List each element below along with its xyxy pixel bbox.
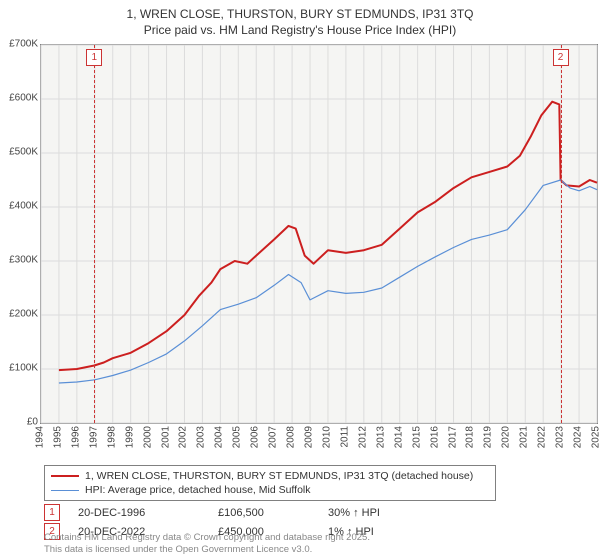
x-tick-label: 2010 xyxy=(321,426,332,448)
sale-pct-1: 30% ↑ HPI xyxy=(328,507,448,519)
x-tick-label: 1996 xyxy=(70,426,81,448)
x-tick-label: 2003 xyxy=(196,426,207,448)
y-tick-label: £100K xyxy=(2,363,38,374)
x-tick-label: 1997 xyxy=(88,426,99,448)
x-tick-label: 2004 xyxy=(214,426,225,448)
series-lines xyxy=(41,45,597,423)
footer-line-1: Contains HM Land Registry data © Crown c… xyxy=(44,532,370,544)
legend-label-property: 1, WREN CLOSE, THURSTON, BURY ST EDMUNDS… xyxy=(85,470,473,482)
x-tick-label: 2015 xyxy=(411,426,422,448)
x-tick-label: 2025 xyxy=(591,426,600,448)
x-tick-label: 1994 xyxy=(35,426,46,448)
y-tick-label: £500K xyxy=(2,147,38,158)
x-tick-label: 2012 xyxy=(357,426,368,448)
x-tick-label: 2009 xyxy=(304,426,315,448)
legend-row-hpi: HPI: Average price, detached house, Mid … xyxy=(51,483,489,497)
sale-price-1: £106,500 xyxy=(218,507,328,519)
x-tick-label: 2000 xyxy=(142,426,153,448)
y-tick-label: £0 xyxy=(2,417,38,428)
legend-label-hpi: HPI: Average price, detached house, Mid … xyxy=(85,484,311,496)
legend: 1, WREN CLOSE, THURSTON, BURY ST EDMUNDS… xyxy=(44,465,496,501)
x-tick-label: 1999 xyxy=(124,426,135,448)
y-tick-label: £400K xyxy=(2,201,38,212)
y-tick-label: £700K xyxy=(2,39,38,50)
title-line-1: 1, WREN CLOSE, THURSTON, BURY ST EDMUNDS… xyxy=(0,6,600,22)
sale-date-1: 20-DEC-1996 xyxy=(78,507,218,519)
series-property xyxy=(59,102,597,370)
x-tick-label: 2008 xyxy=(286,426,297,448)
x-tick-label: 2007 xyxy=(268,426,279,448)
legend-swatch-hpi xyxy=(51,490,79,491)
footer-line-2: This data is licensed under the Open Gov… xyxy=(44,544,370,556)
sale-row-1: 1 20-DEC-1996 £106,500 30% ↑ HPI xyxy=(44,504,448,521)
x-tick-label: 2023 xyxy=(555,426,566,448)
chart-title: 1, WREN CLOSE, THURSTON, BURY ST EDMUNDS… xyxy=(0,0,600,38)
marker-box-1: 1 xyxy=(86,49,102,66)
x-tick-label: 2018 xyxy=(465,426,476,448)
x-tick-label: 1998 xyxy=(106,426,117,448)
x-tick-label: 2002 xyxy=(178,426,189,448)
x-tick-label: 2022 xyxy=(537,426,548,448)
x-tick-label: 2016 xyxy=(429,426,440,448)
x-tick-label: 1995 xyxy=(52,426,63,448)
marker-line-2 xyxy=(561,45,562,423)
x-tick-label: 2005 xyxy=(232,426,243,448)
legend-row-property: 1, WREN CLOSE, THURSTON, BURY ST EDMUNDS… xyxy=(51,469,489,483)
sale-marker-1: 1 xyxy=(44,504,60,521)
legend-swatch-property xyxy=(51,475,79,477)
y-tick-label: £200K xyxy=(2,309,38,320)
x-tick-label: 2001 xyxy=(160,426,171,448)
y-tick-label: £600K xyxy=(2,93,38,104)
series-hpi xyxy=(59,180,597,383)
footer: Contains HM Land Registry data © Crown c… xyxy=(44,532,370,556)
x-tick-label: 2011 xyxy=(339,426,350,448)
y-tick-label: £300K xyxy=(2,255,38,266)
title-line-2: Price paid vs. HM Land Registry's House … xyxy=(0,22,600,38)
x-tick-label: 2019 xyxy=(483,426,494,448)
chart-container: 1, WREN CLOSE, THURSTON, BURY ST EDMUNDS… xyxy=(0,0,600,560)
x-tick-label: 2021 xyxy=(519,426,530,448)
x-tick-label: 2024 xyxy=(573,426,584,448)
x-tick-label: 2014 xyxy=(393,426,404,448)
x-tick-label: 2006 xyxy=(250,426,261,448)
plot-area: 12 xyxy=(40,44,598,424)
x-tick-label: 2017 xyxy=(447,426,458,448)
x-tick-label: 2020 xyxy=(501,426,512,448)
x-tick-label: 2013 xyxy=(375,426,386,448)
marker-line-1 xyxy=(94,45,95,423)
marker-box-2: 2 xyxy=(553,49,569,66)
